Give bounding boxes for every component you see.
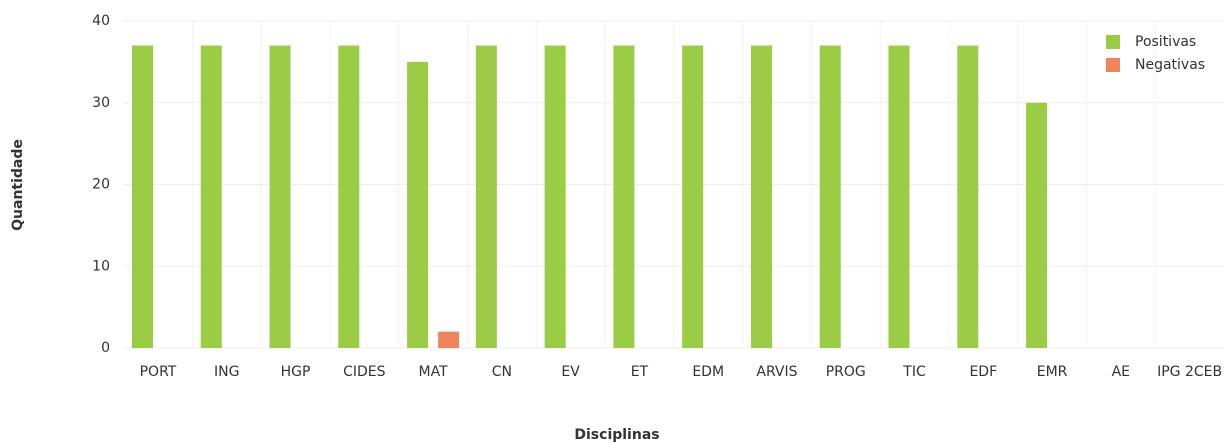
- bar: [338, 45, 360, 349]
- x-tick-label: CN: [492, 364, 512, 380]
- x-tick-label: ARVIS: [756, 364, 797, 380]
- y-tick-label: 10: [92, 258, 110, 274]
- y-axis-title: Quantidade: [10, 139, 26, 231]
- y-tick-label: 0: [101, 340, 110, 356]
- x-tick-label: ING: [214, 364, 239, 380]
- x-tick-label: EDM: [692, 364, 724, 380]
- bar: [682, 45, 704, 349]
- legend-label: Positivas: [1135, 34, 1196, 50]
- bar: [407, 61, 429, 348]
- x-tick-label: TIC: [902, 364, 926, 380]
- legend-swatch: [1106, 58, 1120, 72]
- x-tick-label: HGP: [281, 364, 311, 380]
- x-tick-label: PROG: [826, 364, 866, 380]
- bar: [200, 45, 222, 349]
- x-tick-label: EMR: [1037, 364, 1068, 380]
- bar: [269, 45, 291, 349]
- x-tick-label: MAT: [419, 364, 449, 380]
- x-tick-label: EV: [561, 364, 580, 380]
- x-tick-label: EDF: [969, 364, 997, 380]
- y-tick-label: 40: [92, 13, 110, 29]
- x-tick-label: PORT: [140, 364, 177, 380]
- x-tick-label: ET: [631, 364, 649, 380]
- bar: [819, 45, 841, 349]
- x-tick-label: CIDES: [343, 364, 386, 380]
- bar: [888, 45, 910, 349]
- y-tick-label: 20: [92, 177, 110, 193]
- bar: [1026, 102, 1048, 348]
- y-tick-label: 30: [92, 95, 110, 111]
- bar: [613, 45, 635, 349]
- bar: [438, 331, 460, 348]
- x-axis-title: Disciplinas: [574, 427, 659, 443]
- bar: [544, 45, 566, 349]
- legend-swatch: [1106, 35, 1120, 49]
- x-tick-label: AE: [1112, 364, 1130, 380]
- bar: [750, 45, 772, 349]
- legend-label: Negativas: [1135, 57, 1205, 73]
- bar: [475, 45, 497, 349]
- bar: [131, 45, 153, 349]
- x-tick-label: IPG 2CEB: [1157, 364, 1222, 380]
- bar: [957, 45, 979, 349]
